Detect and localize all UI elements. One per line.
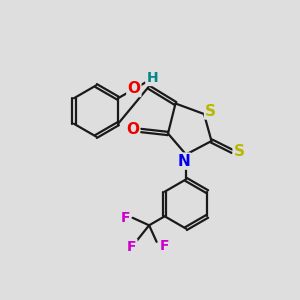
Text: F: F (159, 239, 169, 253)
Text: F: F (120, 211, 130, 225)
Text: O: O (128, 81, 140, 96)
Text: F: F (127, 240, 136, 254)
Text: H: H (146, 71, 158, 85)
Text: S: S (205, 103, 216, 118)
Text: N: N (177, 154, 190, 169)
Text: O: O (126, 122, 139, 136)
Text: S: S (234, 144, 244, 159)
